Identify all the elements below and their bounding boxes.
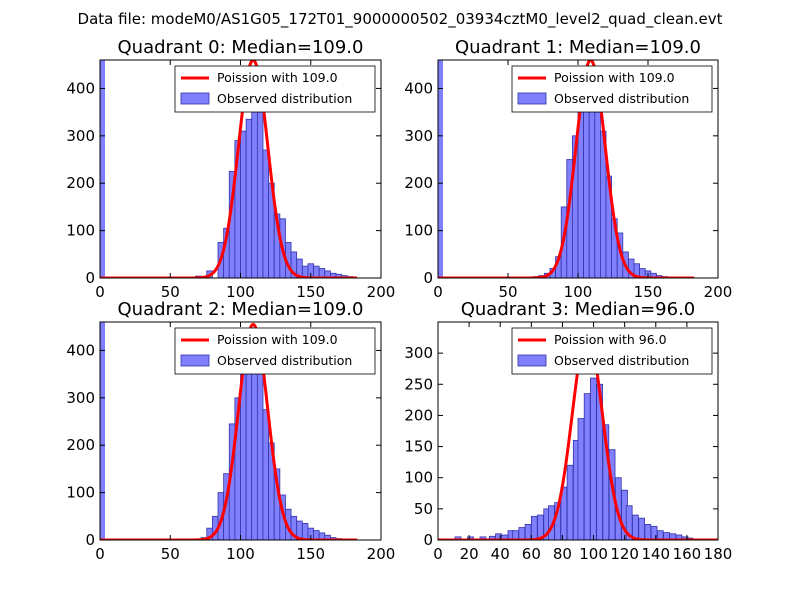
x-tick-label: 0: [433, 283, 443, 301]
y-tick-label: 200: [66, 436, 95, 454]
legend-observed-label: Observed distribution: [554, 91, 689, 106]
x-tick-label: 100: [226, 545, 255, 563]
x-tick-label: 150: [296, 545, 325, 563]
left-edge-bar: [438, 60, 443, 278]
y-tick-label: 200: [66, 174, 95, 192]
left-edge-bar: [100, 322, 105, 540]
histogram-bar: [467, 536, 474, 540]
y-tick-label: 100: [404, 469, 433, 487]
histogram-bar: [256, 366, 264, 540]
x-tick-label: 40: [491, 545, 510, 563]
panel-title: Quadrant 1: Median=109.0: [455, 37, 701, 58]
legend-observed-swatch: [517, 92, 547, 105]
plot-area: [438, 332, 718, 540]
x-tick-label: 20: [460, 545, 479, 563]
y-tick-label: 400: [66, 341, 95, 359]
y-tick-label: 150: [404, 438, 433, 456]
y-tick-label: 0: [85, 531, 95, 549]
y-tick-label: 400: [66, 79, 95, 97]
y-tick-label: 300: [404, 127, 433, 145]
chart-panel-3: 0 20 40 60 80 100 120 140 160 1800501001502002503…: [404, 299, 732, 563]
histogram-bar: [590, 377, 597, 540]
histogram-bar: [524, 524, 532, 540]
histogram-bar: [262, 149, 270, 278]
legend-observed-label: Observed distribution: [554, 353, 689, 368]
legend-poisson-label: Poission with 109.0: [554, 70, 675, 85]
panel-title: Quadrant 3: Median=96.0: [461, 299, 696, 320]
y-tick-label: 100: [66, 222, 95, 240]
left-edge-bar: [100, 60, 105, 278]
histogram-bar: [240, 130, 247, 278]
histogram-bar: [566, 464, 574, 540]
histogram-bar: [530, 515, 538, 540]
x-tick-label: 100: [579, 545, 608, 563]
x-tick-label: 200: [704, 283, 733, 301]
histogram-bar: [301, 523, 309, 540]
histogram-bar: [245, 347, 253, 540]
legend-observed-swatch: [180, 354, 210, 367]
y-tick-label: 0: [85, 269, 95, 287]
histogram-bar: [262, 409, 270, 540]
histogram-bar: [577, 418, 585, 540]
histogram-bar: [245, 118, 253, 278]
y-tick-label: 100: [66, 484, 95, 502]
histogram-bar: [454, 536, 462, 540]
x-tick-label: 120: [610, 545, 639, 563]
y-tick-label: 0: [423, 269, 433, 287]
histogram-bar: [583, 393, 591, 540]
x-tick-label: 0: [433, 545, 443, 563]
y-tick-label: 400: [404, 79, 433, 97]
x-tick-label: 50: [161, 545, 180, 563]
histogram-bar: [256, 111, 264, 278]
legend-poisson-label: Poission with 96.0: [554, 332, 667, 347]
chart-panel-0: 0 50 100 150 200 0 100 200 300 400 Quadrant 0: Med…: [66, 37, 395, 301]
y-tick-label: 200: [404, 406, 433, 424]
legend-poisson-label: Poission with 109.0: [217, 332, 338, 347]
y-tick-label: 50: [414, 500, 433, 518]
histogram-bar: [594, 111, 601, 278]
plot-area: [100, 60, 358, 278]
x-tick-label: 0: [95, 283, 105, 301]
y-tick-label: 300: [404, 344, 433, 362]
histogram-bar: [644, 524, 652, 540]
x-tick-label: 50: [161, 283, 180, 301]
legend-poisson-label: Poission with 109.0: [217, 70, 338, 85]
chart-panel-1: 0 50 100 150 200 0 100 200 300 400 Quadrant 1: Med…: [404, 37, 732, 301]
x-tick-label: 150: [634, 283, 663, 301]
x-tick-label: 200: [367, 283, 396, 301]
legend-observed-swatch: [180, 92, 210, 105]
y-tick-label: 250: [404, 375, 433, 393]
x-tick-label: 140: [641, 545, 670, 563]
panel-title: Quadrant 2: Median=109.0: [118, 299, 364, 320]
x-tick-label: 60: [522, 545, 541, 563]
chart-panel-2: 0 50 100 150 200 0 100 200 300 400 Quadrant 2: Med…: [66, 299, 395, 563]
x-tick-label: 0: [95, 545, 105, 563]
x-tick-label: 160: [673, 545, 702, 563]
y-tick-label: 200: [404, 174, 433, 192]
x-tick-label: 100: [226, 283, 255, 301]
y-tick-label: 300: [66, 127, 95, 145]
figure-suptitle: Data file: modeM0/AS1G05_172T01_90000005…: [78, 10, 723, 29]
legend-observed-label: Observed distribution: [217, 91, 352, 106]
y-tick-label: 300: [66, 389, 95, 407]
x-tick-label: 200: [367, 545, 396, 563]
panel-title: Quadrant 0: Median=109.0: [118, 37, 364, 58]
y-tick-label: 0: [423, 531, 433, 549]
x-tick-label: 100: [564, 283, 593, 301]
x-tick-label: 80: [553, 545, 572, 563]
histogram-bar: [479, 536, 487, 540]
x-tick-label: 180: [704, 545, 733, 563]
legend-observed-label: Observed distribution: [217, 353, 352, 368]
histogram-bar: [518, 527, 526, 540]
histogram-bar: [638, 517, 645, 540]
legend-observed-swatch: [517, 354, 547, 367]
y-tick-label: 100: [404, 222, 433, 240]
x-tick-label: 150: [296, 283, 325, 301]
x-tick-label: 50: [498, 283, 517, 301]
axes-frame: [437, 321, 719, 541]
histogram-bar: [313, 265, 320, 278]
